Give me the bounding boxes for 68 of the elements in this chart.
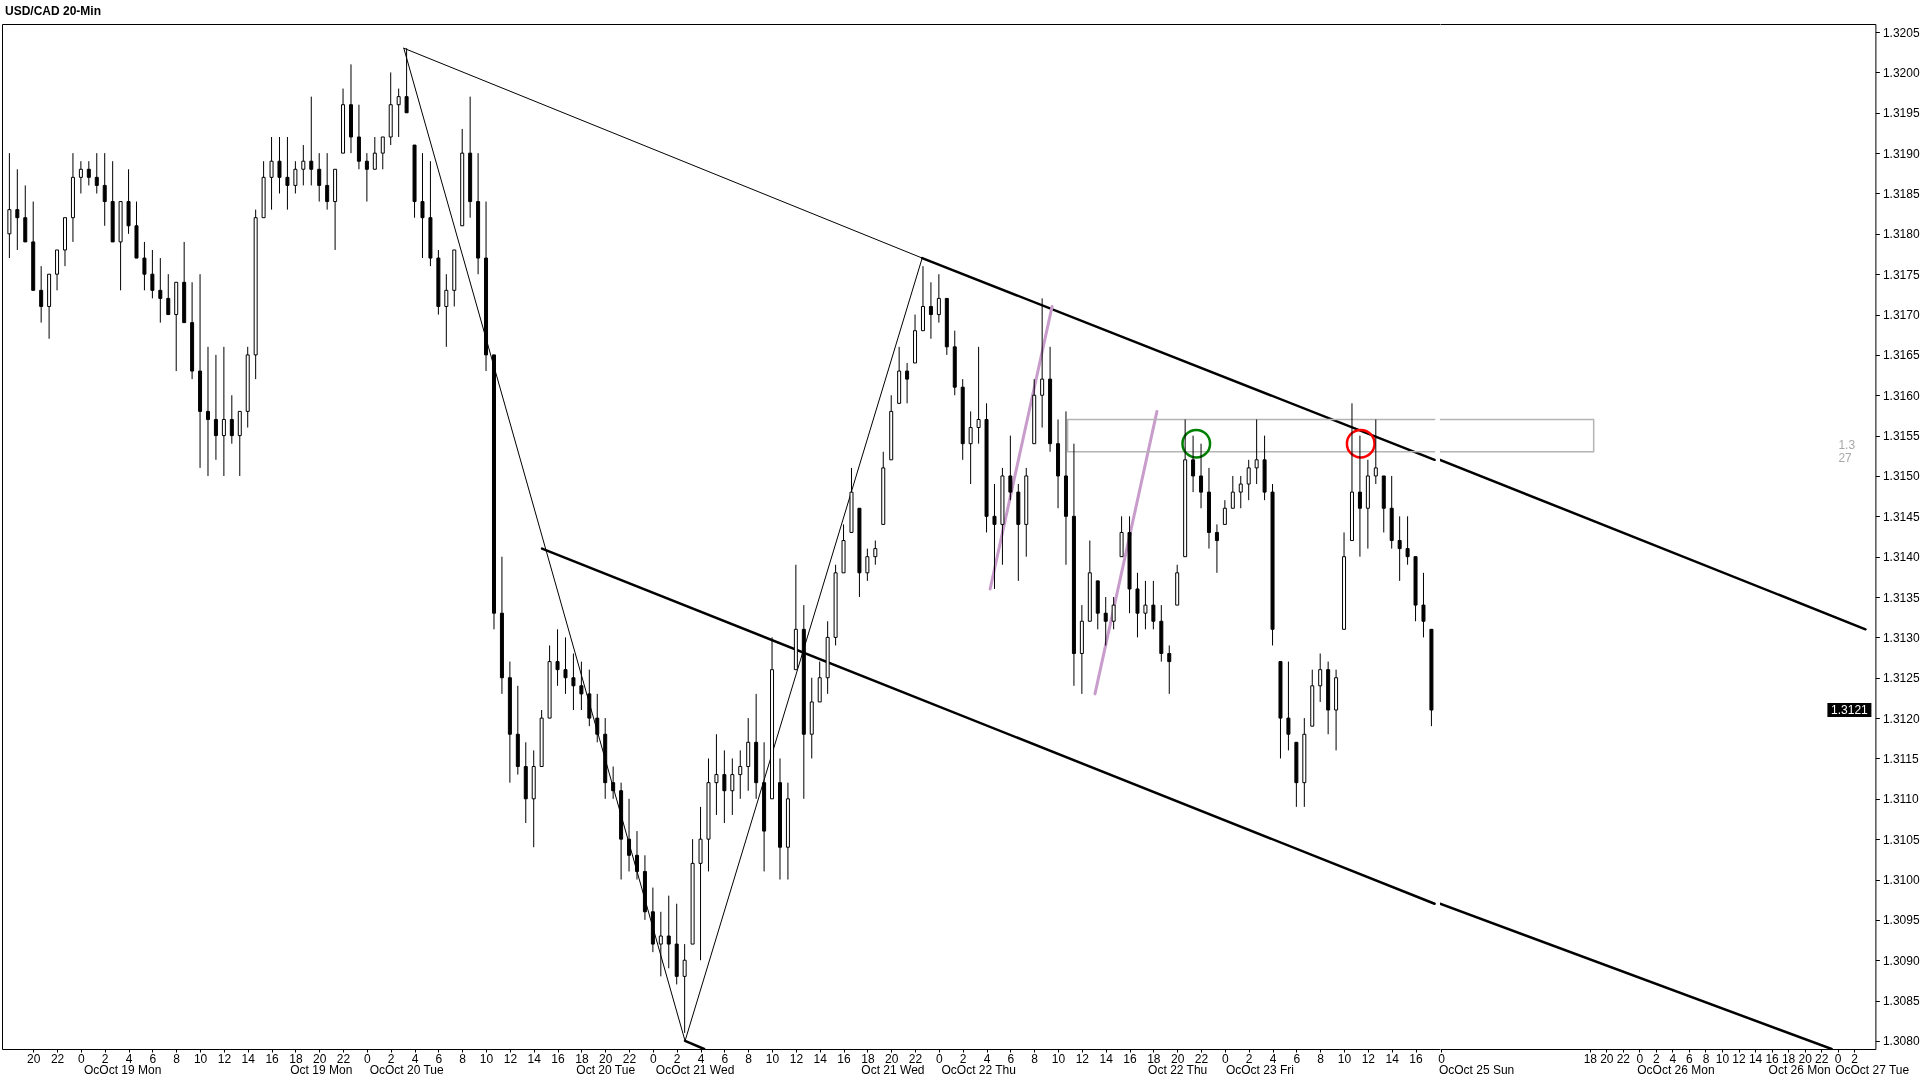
x-tick-label: 18 — [1583, 1051, 1598, 1066]
x-tick-label: 16 — [1123, 1051, 1138, 1066]
x-tick-label: 12 — [1075, 1051, 1090, 1066]
x-tick-label: 10 — [1337, 1051, 1352, 1066]
x-tick-label: 0 — [78, 1051, 86, 1066]
x-tick-label: 22 — [50, 1051, 65, 1066]
x-tick-label: 12 — [789, 1051, 804, 1066]
x-tick-label: 10 — [193, 1051, 208, 1066]
x-tick-label: 0 — [364, 1051, 372, 1066]
y-tick-label: 1.3150 — [1882, 469, 1920, 484]
x-tick-label: 6 — [1293, 1051, 1301, 1066]
y-tick-label: 1.3205 — [1882, 25, 1920, 40]
x-tick-label: 10 — [479, 1051, 494, 1066]
y-tick-label: 1.3175 — [1882, 267, 1920, 282]
y-tick-label: 1.3100 — [1882, 873, 1920, 888]
y-tick-label: 1.3195 — [1882, 106, 1920, 121]
annotation: 27 — [1838, 451, 1853, 465]
x-tick-label: 10 — [1715, 1051, 1730, 1066]
x-tick-label: 16 — [551, 1051, 566, 1066]
x-tick-label: 14 — [813, 1051, 828, 1066]
x-tick-label: 16 — [265, 1051, 280, 1066]
x-tick-label: 12 — [503, 1051, 518, 1066]
y-tick-label: 1.3115 — [1882, 751, 1920, 766]
x-tick-label: 20 — [1600, 1051, 1614, 1066]
x-tick-label: 10 — [1051, 1051, 1066, 1066]
x-tick-label: 16 — [1409, 1051, 1424, 1066]
y-tick-label: 1.3145 — [1882, 509, 1920, 524]
x-tick-label: 20 — [27, 1051, 41, 1066]
y-tick-label: 1.3170 — [1882, 308, 1920, 323]
x-tick-label: 22 — [1616, 1051, 1631, 1066]
x-tick-label: 14 — [1748, 1051, 1763, 1066]
y-tick-label: 1.3125 — [1882, 671, 1920, 686]
x-tick-label: 8 — [1031, 1051, 1039, 1066]
y-tick-label: 1.3155 — [1882, 429, 1920, 444]
x-tick-label: 8 — [1317, 1051, 1325, 1066]
x-tick-label: 0 — [936, 1051, 944, 1066]
y-tick-label: 1.3200 — [1882, 65, 1920, 80]
y-tick-label: 1.3140 — [1882, 550, 1920, 565]
y-tick-label: 1.3130 — [1882, 630, 1920, 645]
x-tick-label: 12 — [1361, 1051, 1376, 1066]
x-tick-label: 16 — [837, 1051, 852, 1066]
y-tick-label: 1.3135 — [1882, 590, 1920, 605]
y-tick-label: 1.3180 — [1882, 227, 1920, 242]
x-tick-label: 0 — [650, 1051, 658, 1066]
y-tick-label: 1.3190 — [1882, 146, 1920, 161]
y-tick-label: 1.3095 — [1882, 913, 1920, 928]
annotation: 1.3121 — [1831, 703, 1869, 717]
y-tick-label: 1.3090 — [1882, 953, 1920, 968]
y-tick-label: 1.3105 — [1882, 832, 1920, 847]
x-tick-label: 8 — [745, 1051, 753, 1066]
x-tick-label: 8 — [459, 1051, 467, 1066]
x-tick-label: 12 — [1732, 1051, 1747, 1066]
x-tick-label: 14 — [1385, 1051, 1400, 1066]
x-tick-label: 14 — [1099, 1051, 1114, 1066]
x-tick-label: 10 — [765, 1051, 780, 1066]
annotation: 1.3 — [1838, 438, 1856, 452]
y-tick-label: 1.3120 — [1882, 711, 1920, 726]
y-tick-label: 1.3160 — [1882, 388, 1920, 403]
chart-title: USD/CAD 20-Min — [5, 3, 102, 18]
x-tick-label: 14 — [241, 1051, 256, 1066]
y-tick-label: 1.3080 — [1882, 1034, 1920, 1049]
y-tick-label: 1.3185 — [1882, 186, 1920, 201]
x-tick-label: 12 — [217, 1051, 232, 1066]
x-tick-label: 14 — [527, 1051, 542, 1066]
y-tick-label: 1.3165 — [1882, 348, 1920, 363]
y-tick-label: 1.3110 — [1882, 792, 1920, 807]
y-tick-label: 1.3085 — [1882, 994, 1920, 1009]
x-tick-label: 8 — [173, 1051, 181, 1066]
